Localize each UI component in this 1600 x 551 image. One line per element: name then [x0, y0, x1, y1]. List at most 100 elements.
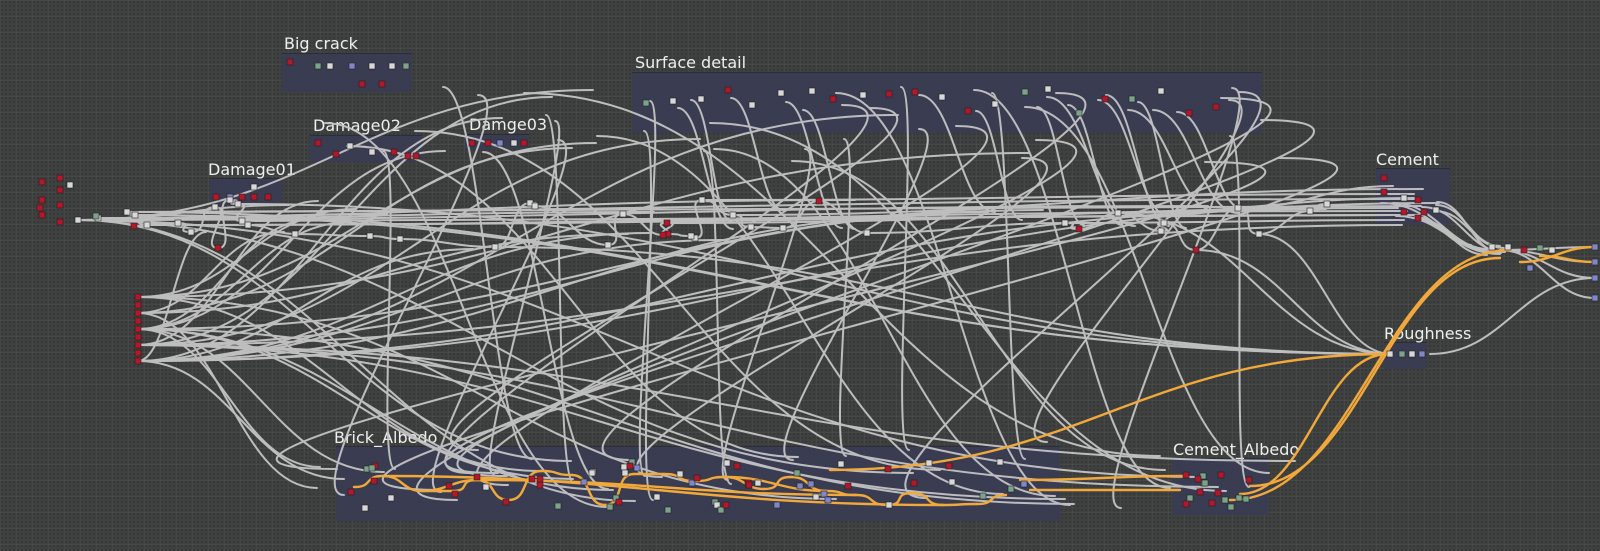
connection-wire[interactable] [137, 296, 542, 472]
graph-node[interactable] [859, 91, 867, 99]
connection-wire[interactable] [507, 469, 543, 502]
connection-wire[interactable] [1152, 109, 1239, 214]
connection-wire[interactable] [607, 213, 624, 246]
connection-wire[interactable] [534, 205, 609, 246]
output-node[interactable] [347, 488, 355, 496]
connection-wire[interactable] [904, 91, 1262, 499]
graph-node[interactable] [1255, 230, 1263, 238]
input-node[interactable] [820, 490, 828, 498]
connection-wire[interactable] [1429, 277, 1596, 355]
graph-node[interactable] [531, 202, 539, 210]
connection-wire[interactable] [1127, 109, 1217, 212]
filter-node[interactable] [1021, 88, 1029, 96]
connection-wire[interactable] [134, 214, 1393, 355]
output-node[interactable] [358, 80, 366, 88]
output-node[interactable] [1182, 500, 1190, 508]
filter-node[interactable] [1398, 350, 1406, 358]
connection-wire[interactable] [137, 231, 207, 362]
connection-wire[interactable] [494, 202, 531, 248]
graph-node[interactable] [396, 235, 404, 243]
filter-node[interactable] [1242, 495, 1250, 503]
connection-wire[interactable] [1499, 249, 1596, 299]
connection-wire[interactable] [1380, 202, 1502, 254]
input-node[interactable] [688, 479, 696, 487]
output-node[interactable] [745, 481, 753, 489]
graph-node[interactable] [991, 100, 999, 108]
graph-node[interactable] [808, 87, 816, 95]
output-node[interactable] [626, 462, 634, 470]
graph-node[interactable] [1157, 87, 1165, 95]
output-node[interactable] [38, 211, 46, 219]
output-node[interactable] [1185, 109, 1193, 117]
connection-wire[interactable] [442, 86, 533, 460]
graph-node[interactable] [326, 62, 334, 70]
connection-wire[interactable] [1248, 256, 1502, 488]
output-node[interactable] [945, 462, 953, 470]
output-node[interactable] [615, 498, 623, 506]
connection-wire[interactable] [975, 110, 1023, 221]
graph-node[interactable] [1157, 227, 1165, 235]
output-node[interactable] [815, 197, 823, 205]
nodes-layer[interactable] [36, 58, 1599, 514]
input-node[interactable] [580, 478, 588, 486]
output-node[interactable] [910, 479, 918, 487]
graph-node[interactable] [123, 208, 131, 216]
graph-node[interactable] [187, 228, 195, 236]
graph-node[interactable] [777, 89, 785, 97]
graph-node[interactable] [1488, 243, 1496, 251]
graph-node[interactable] [1548, 246, 1556, 254]
graph-node[interactable] [885, 501, 893, 509]
output-node[interactable] [1380, 188, 1388, 196]
filter-node[interactable] [1227, 503, 1235, 511]
output-node[interactable] [134, 317, 142, 325]
connection-wire[interactable] [1518, 245, 1597, 264]
output-node[interactable] [134, 349, 142, 357]
output-node[interactable] [1182, 471, 1190, 479]
output-node[interactable] [134, 293, 142, 301]
filter-node[interactable] [1221, 496, 1229, 504]
connection-wire[interactable] [432, 139, 567, 493]
output-node[interactable] [134, 309, 142, 317]
output-node[interactable] [1380, 174, 1388, 182]
connection-wire[interactable] [137, 328, 385, 473]
graph-node[interactable] [779, 224, 787, 232]
input-node[interactable] [496, 139, 504, 147]
connection-wire[interactable] [762, 475, 793, 491]
connection-wire[interactable] [1228, 248, 1512, 502]
graph-node[interactable] [754, 479, 762, 487]
output-node[interactable] [286, 58, 294, 66]
graph-node[interactable] [244, 221, 252, 229]
filter-node[interactable] [606, 503, 614, 511]
connection-wire[interactable] [941, 502, 979, 507]
output-node[interactable] [1217, 471, 1225, 479]
graph-node[interactable] [925, 459, 933, 467]
output-node[interactable] [134, 325, 142, 333]
connection-wire[interactable] [137, 152, 1030, 298]
graph-node[interactable] [226, 196, 234, 204]
output-node[interactable] [238, 193, 246, 201]
connection-wire[interactable] [399, 238, 496, 248]
graph-node[interactable] [697, 95, 705, 103]
output-node[interactable] [250, 193, 258, 201]
output-node[interactable] [134, 341, 142, 349]
output-node[interactable] [1208, 499, 1216, 507]
connection-wire[interactable] [802, 109, 856, 230]
connection-wire[interactable] [638, 100, 657, 477]
connection-wire[interactable] [622, 213, 664, 236]
connection-wire[interactable] [137, 344, 1066, 500]
graph-node[interactable] [238, 217, 246, 225]
connection-wire[interactable] [382, 150, 396, 470]
connection-wire[interactable] [1137, 101, 1187, 229]
connection-wire[interactable] [444, 104, 869, 474]
graph-node[interactable] [361, 504, 369, 512]
output-node[interactable] [468, 139, 476, 147]
output-node[interactable] [659, 231, 667, 239]
filter-node[interactable] [717, 506, 725, 514]
graph-node[interactable] [1323, 200, 1331, 208]
graph-node[interactable] [588, 469, 596, 477]
graph-node[interactable] [1432, 206, 1440, 214]
connection-wire[interactable] [1018, 474, 1186, 482]
graph-node[interactable] [604, 241, 612, 249]
connection-wire[interactable] [416, 139, 1077, 501]
output-node[interactable] [56, 201, 64, 209]
